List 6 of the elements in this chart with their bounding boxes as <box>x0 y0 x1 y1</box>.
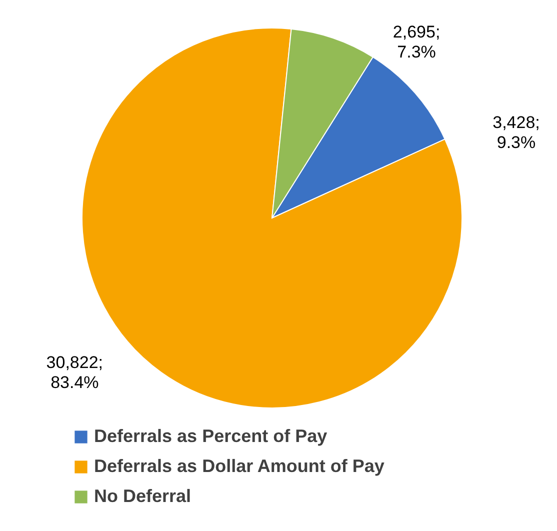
legend-label: No Deferral <box>94 486 192 506</box>
legend-label: Deferrals as Dollar Amount of Pay <box>94 456 384 476</box>
data-label: 2,695; 7.3% <box>392 22 440 62</box>
data-label: 30,822; 83.4% <box>46 353 104 392</box>
legend-label: Deferrals as Percent of Pay <box>94 426 328 446</box>
data-label: 3,428; 9.3% <box>492 113 540 152</box>
